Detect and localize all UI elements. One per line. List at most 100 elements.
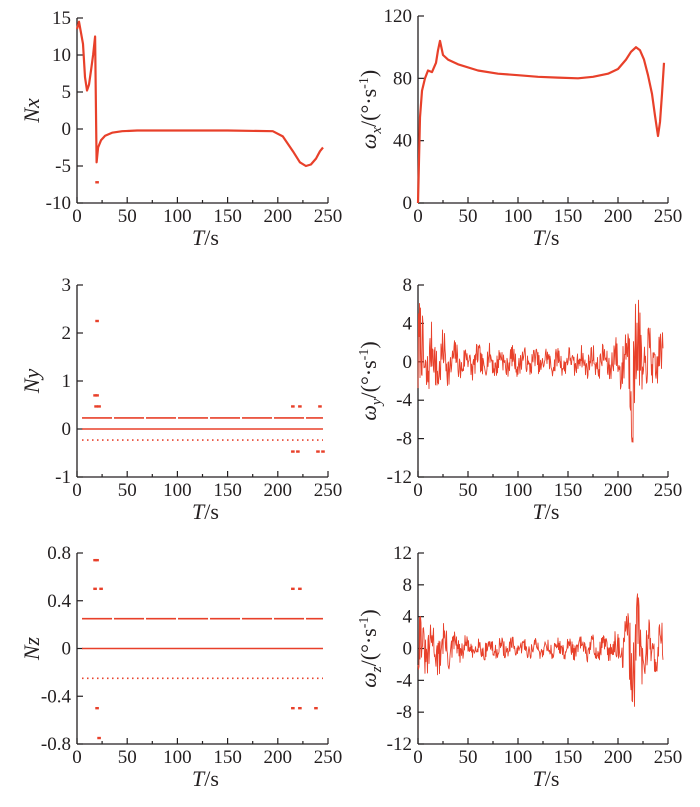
x-tick-label: 50: [118, 206, 137, 227]
x-tick-label: 150: [213, 747, 242, 768]
x-axis-title-variable: T: [192, 225, 206, 250]
x-tick-label: 150: [554, 206, 583, 227]
data-point: [93, 394, 97, 397]
y-axis-title-superscript: -1: [357, 617, 372, 629]
data-point: [291, 587, 295, 591]
chart-panel-wy: 0 50 100 150 200 250 -12 -8 -4 0 4 8 T/s ωy/(°·s-1): [356, 275, 682, 524]
series-line: [417, 593, 664, 707]
y-tick-label: -4: [396, 390, 412, 411]
x-tick-label: 200: [264, 747, 293, 768]
y-axis-title-unit: /(°·s: [356, 89, 381, 127]
data-point: [296, 450, 300, 453]
y-tick-label: 3: [62, 275, 72, 296]
x-tick-label: 200: [264, 480, 293, 501]
y-tick-label: -10: [46, 193, 71, 214]
x-axis-title-unit: /s: [545, 766, 560, 791]
y-tick-label: 80: [393, 68, 412, 89]
y-tick-label: 0: [62, 419, 72, 440]
x-axis-title-variable: T: [192, 766, 206, 791]
y-axis-title-variable: Nx: [19, 98, 44, 124]
series-line: [75, 20, 324, 168]
x-tick-label: 200: [604, 480, 633, 501]
y-tick-label: 12: [393, 543, 412, 564]
x-axis-title: T/s: [533, 225, 560, 250]
data-point: [291, 706, 295, 710]
y-axis-title-variable: ω: [356, 672, 381, 688]
x-tick-label: 250: [314, 747, 343, 768]
x-axis-title-unit: /s: [204, 225, 219, 250]
data-point: [95, 319, 99, 323]
y-axis-title-variable: ω: [356, 134, 381, 150]
x-tick-label: 50: [459, 480, 478, 501]
y-tick-label: -0.8: [41, 734, 71, 755]
y-tick-label: 0: [403, 352, 413, 373]
x-tick-label: 200: [604, 206, 633, 227]
x-tick-label: 200: [264, 206, 293, 227]
x-axis-title: T/s: [192, 225, 219, 250]
y-tick-label: 4: [403, 607, 413, 628]
data-point: [97, 736, 101, 740]
chart-panel-wx: 0 50 100 150 200 250 0 40 80 120 T/s ωx/(°·s-1): [356, 6, 682, 250]
y-tick-label: 10: [52, 45, 71, 66]
chart-panel-nx: 0 50 100 150 200 250 -10 -5 0 5 10 15 T/s Nx: [19, 8, 342, 250]
y-axis-title-variable: ω: [356, 405, 381, 421]
y-tick-label: 0: [403, 639, 413, 660]
x-axis-title-unit: /s: [545, 225, 560, 250]
data-point: [93, 587, 97, 591]
y-axis-title-unit: /(°·s: [356, 628, 381, 666]
x-axis-title: T/s: [192, 499, 219, 524]
y-axis-title: Nx: [19, 98, 44, 124]
data-point: [316, 450, 320, 453]
y-axis-title: ωx/(°·s-1): [356, 70, 385, 149]
data-point: [298, 587, 302, 591]
x-tick-label: 0: [72, 747, 82, 768]
x-axis-title: T/s: [192, 766, 219, 791]
data-point: [298, 405, 302, 408]
data-point: [95, 181, 99, 184]
x-axis-title-unit: /s: [204, 499, 219, 524]
x-tick-label: 0: [72, 480, 82, 501]
y-tick-label: 0.4: [47, 591, 71, 612]
data-point: [95, 394, 99, 397]
x-tick-label: 200: [604, 747, 633, 768]
y-axis-title: ωz/(°·s-1): [356, 609, 385, 688]
x-tick-label: 50: [118, 480, 137, 501]
chart-panel-nz: 0 50 100 150 200 250 -0.8 -0.4 0 0.4 0.8 T/s Nz: [19, 543, 342, 791]
x-tick-label: 150: [554, 747, 583, 768]
y-axis-title-subscript: x: [369, 127, 385, 135]
y-tick-label: 0: [403, 193, 413, 214]
y-tick-label: -5: [55, 156, 71, 177]
x-tick-label: 50: [459, 206, 478, 227]
x-tick-label: 250: [314, 206, 343, 227]
y-tick-label: 8: [403, 275, 413, 296]
y-tick-label: 5: [62, 82, 72, 103]
y-axis-title-unit: /(°·s: [356, 360, 381, 398]
y-axis-title-superscript: -1: [357, 349, 372, 361]
y-axis-title-superscript: -1: [357, 77, 372, 89]
y-axis-title: Ny: [19, 369, 44, 395]
y-axis-title-close: ): [356, 341, 381, 348]
y-tick-label: -8: [396, 702, 412, 723]
data-point: [314, 706, 318, 710]
x-tick-label: 100: [504, 206, 533, 227]
x-tick-label: 0: [413, 206, 423, 227]
x-tick-label: 100: [504, 480, 533, 501]
data-point: [94, 405, 98, 408]
y-tick-label: -12: [387, 467, 412, 488]
x-tick-label: 150: [554, 480, 583, 501]
y-axis-title-variable: Nz: [19, 636, 44, 661]
data-point: [99, 587, 103, 591]
data-point: [321, 450, 325, 453]
x-axis-title-variable: T: [533, 225, 547, 250]
y-tick-label: 1: [62, 371, 72, 392]
series-line: [417, 299, 664, 443]
data-point: [318, 405, 322, 408]
y-tick-label: -1: [55, 467, 71, 488]
x-tick-label: 250: [654, 480, 683, 501]
x-axis-title-unit: /s: [204, 766, 219, 791]
x-axis-title-variable: T: [533, 499, 547, 524]
x-tick-label: 250: [314, 480, 343, 501]
